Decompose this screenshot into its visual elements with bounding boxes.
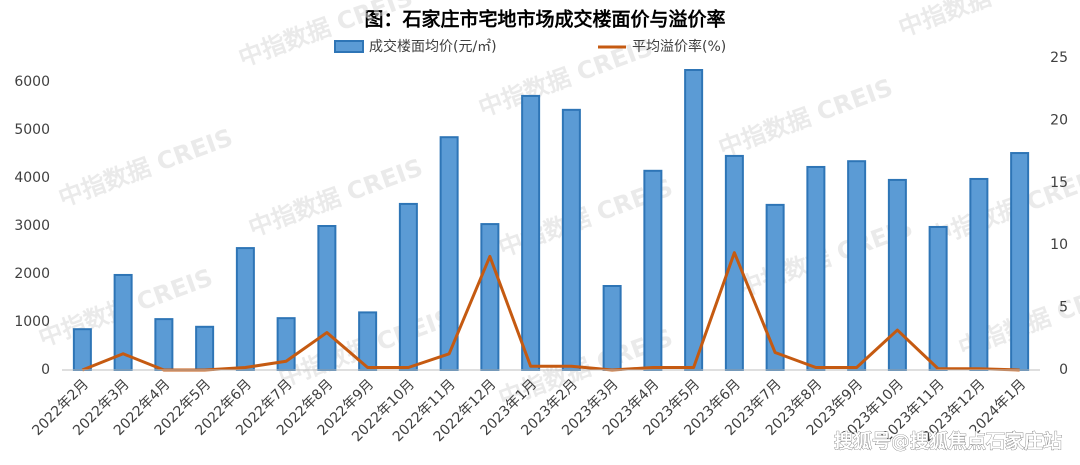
bar [684, 69, 704, 371]
bar [195, 325, 215, 371]
bar [643, 169, 663, 371]
bar [724, 154, 744, 371]
watermark: 中指数据 CREIS [895, 0, 1077, 42]
bar [1010, 152, 1030, 371]
y-tick-label: 5000 [14, 122, 50, 138]
source-watermark: 搜狐号@搜狐焦点石家庄站 [834, 430, 1062, 453]
bar [235, 247, 255, 371]
y-tick-label: 1000 [14, 314, 50, 330]
legend-swatch [334, 40, 364, 53]
chart-title: 图：石家庄市宅地市场成交楼面价与溢价率 [364, 8, 725, 31]
bar [765, 203, 785, 371]
y2-tick-label: 10 [1050, 237, 1068, 253]
line [81, 251, 1020, 372]
bar [602, 285, 622, 371]
y2-tick-label: 20 [1050, 112, 1068, 128]
y-tick-label: 4000 [14, 170, 50, 186]
bar [806, 165, 826, 371]
bar [72, 328, 92, 372]
bar [439, 136, 459, 371]
bar [928, 225, 948, 371]
bar [317, 225, 337, 371]
bar [887, 178, 907, 371]
bar [969, 177, 989, 371]
y-tick-label: 2000 [14, 266, 50, 282]
legend-label: 成交楼面均价(元/㎡) [369, 38, 497, 55]
y-tick-label: 0 [41, 362, 50, 378]
bar [480, 223, 500, 371]
watermark: 中指数据 CREIS [55, 123, 237, 212]
y-tick-label: 3000 [14, 218, 50, 234]
legend-label: 平均溢价率(%) [632, 38, 726, 55]
y2-tick-label: 0 [1059, 362, 1068, 378]
y2-tick-label: 5 [1059, 300, 1068, 316]
bar [398, 202, 418, 371]
y2-tick-label: 15 [1050, 175, 1068, 191]
bar [561, 108, 581, 371]
y-tick-label: 6000 [14, 74, 50, 90]
bar [847, 160, 867, 371]
bar [521, 94, 541, 371]
bar [154, 318, 174, 371]
watermark: 中指数据 CREIS [235, 0, 417, 72]
watermark: 中指数据 CREIS [715, 73, 897, 162]
y2-tick-label: 25 [1050, 50, 1068, 66]
